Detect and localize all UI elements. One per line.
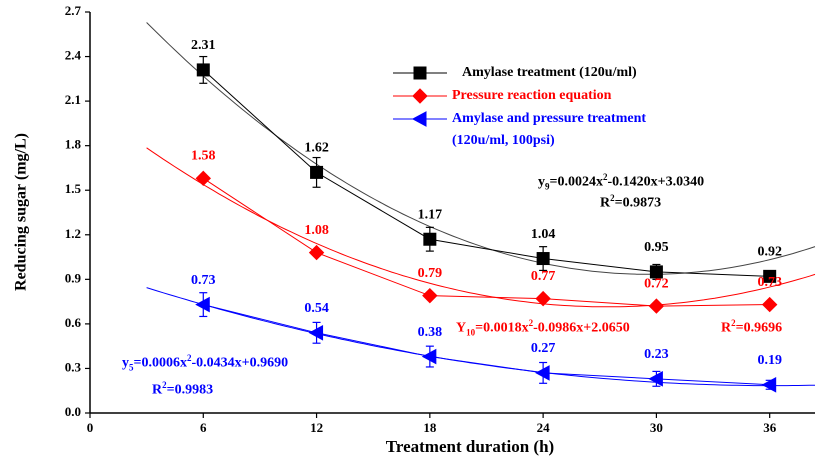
point bbox=[648, 371, 663, 387]
point bbox=[535, 365, 550, 381]
y-tick-label: 1.2 bbox=[65, 226, 81, 241]
annotation-part: y bbox=[122, 355, 129, 371]
data-label: 0.19 bbox=[757, 353, 782, 368]
y-axis-label: Reducing sugar (mg/L) bbox=[13, 133, 30, 291]
y-tick-label: 1.8 bbox=[65, 137, 82, 152]
data-label: 1.17 bbox=[418, 207, 443, 222]
annotation-part: y bbox=[538, 174, 545, 190]
legend-marker bbox=[413, 66, 427, 80]
data-label: 0.72 bbox=[644, 276, 669, 291]
point bbox=[196, 63, 210, 77]
y-tick-label: 2.4 bbox=[65, 48, 82, 63]
annotation-part: 2 bbox=[602, 172, 608, 182]
y-tick-label: 0.3 bbox=[65, 359, 82, 374]
annotation-part: -0.0434x+0.9690 bbox=[191, 355, 289, 371]
y-tick-label: 0.0 bbox=[65, 404, 81, 419]
annotation-part: 2 bbox=[186, 353, 192, 363]
x-tick-label: 18 bbox=[423, 420, 437, 435]
data-label: 1.62 bbox=[304, 141, 329, 156]
y-tick-label: 2.1 bbox=[65, 92, 81, 107]
annotation-part: 10 bbox=[466, 327, 476, 338]
point bbox=[763, 269, 777, 283]
x-axis-label: Treatment duration (h) bbox=[386, 437, 554, 456]
annotation-part: 2 bbox=[528, 318, 534, 328]
annotation-part: R bbox=[600, 195, 611, 211]
annotation-part: =0.9696 bbox=[735, 320, 783, 336]
annotation-part: -0.1420x+3.0340 bbox=[607, 174, 705, 190]
point bbox=[535, 290, 551, 307]
data-label: 0.79 bbox=[418, 266, 443, 281]
data-label: 0.54 bbox=[304, 301, 329, 316]
data-label: 1.04 bbox=[531, 227, 556, 242]
x-tick-label: 24 bbox=[537, 420, 551, 435]
point bbox=[308, 324, 324, 341]
series-line bbox=[203, 304, 770, 386]
data-label: 0.73 bbox=[191, 273, 216, 288]
point bbox=[761, 296, 778, 313]
y-tick-label: 0.9 bbox=[65, 270, 82, 285]
data-label: 1.58 bbox=[191, 149, 216, 164]
annotation: y5=0.0006x2-0.0434x+0.9690 bbox=[122, 353, 288, 372]
annotation-part: R bbox=[721, 320, 732, 336]
point bbox=[421, 348, 437, 365]
annotation: R2=0.9983 bbox=[152, 380, 213, 399]
annotation-part: 2 bbox=[610, 193, 615, 203]
x-tick-label: 0 bbox=[87, 420, 94, 435]
x-tick-label: 6 bbox=[200, 420, 207, 435]
data-label: 2.31 bbox=[191, 38, 216, 53]
annotation-part: =0.9983 bbox=[166, 382, 214, 398]
data-label: 0.77 bbox=[531, 269, 556, 284]
annotation-part: =0.0024x bbox=[549, 174, 603, 190]
annotation-part: =0.0006x bbox=[133, 355, 187, 371]
point bbox=[195, 170, 211, 187]
annotation-part: 2 bbox=[731, 318, 736, 328]
annotation-part: Y bbox=[456, 320, 467, 336]
data-label: 1.08 bbox=[304, 223, 329, 238]
data-label: 0.23 bbox=[644, 347, 669, 362]
x-tick-label: 30 bbox=[650, 420, 663, 435]
data-label: 0.95 bbox=[644, 240, 669, 255]
point bbox=[423, 232, 437, 246]
legend-label: Amylase treatment (120u/ml) bbox=[462, 65, 637, 80]
annotation-part: 5 bbox=[129, 362, 134, 373]
y-tick-label: 0.6 bbox=[65, 315, 82, 330]
legend-label: Amylase and pressure treatment (120u/ml,… bbox=[452, 111, 647, 148]
annotation-part: -0.0986x+2.0650 bbox=[533, 320, 630, 336]
point bbox=[536, 252, 550, 266]
point bbox=[761, 376, 777, 393]
y-tick-label: 1.5 bbox=[65, 181, 82, 196]
y-tick-label: 2.7 bbox=[65, 3, 82, 18]
data-label: 0.27 bbox=[531, 341, 556, 356]
annotation-part: R bbox=[152, 382, 163, 398]
point bbox=[422, 287, 438, 304]
annotation: Y10=0.0018x2-0.0986x+2.0650 bbox=[456, 318, 630, 337]
data-label: 0.92 bbox=[757, 245, 782, 260]
annotation: y9=0.0024x2-0.1420x+3.0340 bbox=[538, 172, 704, 191]
legend-marker bbox=[412, 88, 428, 104]
point bbox=[195, 296, 210, 313]
fit-curve bbox=[146, 22, 816, 275]
point bbox=[310, 165, 324, 179]
annotation: R2=0.9873 bbox=[600, 193, 661, 212]
annotation-part: =0.0018x bbox=[475, 320, 529, 336]
point bbox=[648, 298, 665, 314]
point bbox=[649, 265, 663, 279]
x-tick-label: 12 bbox=[310, 420, 323, 435]
legend-marker bbox=[411, 111, 427, 127]
x-tick-label: 36 bbox=[763, 420, 777, 435]
series-line bbox=[203, 177, 770, 307]
annotation-part: 9 bbox=[545, 181, 550, 192]
annotation: R2=0.9696 bbox=[721, 318, 782, 337]
series-line bbox=[202, 69, 770, 277]
fit-curve bbox=[146, 147, 816, 308]
annotation-part: 2 bbox=[162, 380, 167, 390]
legend-label: Pressure reaction equation bbox=[452, 88, 612, 103]
data-label: 0.38 bbox=[418, 325, 443, 340]
annotation-part: =0.9873 bbox=[614, 195, 662, 211]
point bbox=[308, 244, 325, 261]
data-label: 0.73 bbox=[757, 275, 782, 290]
